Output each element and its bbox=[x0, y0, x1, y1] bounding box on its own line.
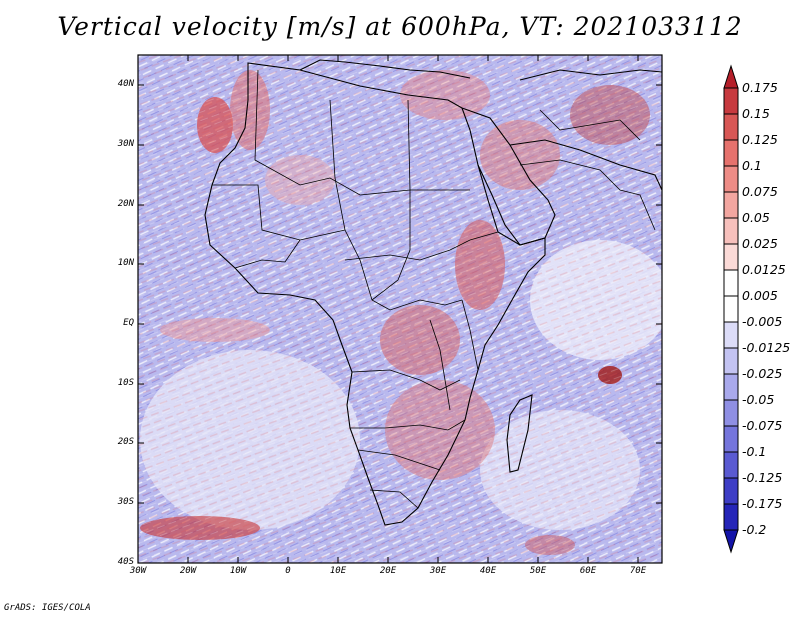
lat-tick-marks bbox=[138, 84, 662, 504]
colorbar-swatch bbox=[723, 347, 739, 375]
colorbar-label: -0.1 bbox=[742, 444, 767, 459]
colorbar-label: 0.125 bbox=[742, 132, 778, 147]
colorbar-label: -0.175 bbox=[742, 496, 783, 511]
colorbar-swatch bbox=[723, 217, 739, 245]
map-frame bbox=[137, 54, 663, 564]
colorbar-swatch bbox=[723, 243, 739, 271]
colorbar-arrow-bottom bbox=[723, 529, 739, 554]
colorbar-swatch bbox=[723, 373, 739, 401]
colorbar-swatch bbox=[723, 295, 739, 323]
colorbar-label: -0.05 bbox=[742, 392, 775, 407]
colorbar-label: 0.05 bbox=[742, 210, 770, 225]
colorbar-swatch bbox=[723, 399, 739, 427]
lat-label-40s: 40S bbox=[117, 557, 134, 567]
colorbar-label: 0.175 bbox=[742, 80, 778, 95]
colorbar bbox=[723, 64, 739, 554]
lat-label-10n: 10N bbox=[117, 258, 134, 268]
colorbar-label: -0.075 bbox=[742, 418, 783, 433]
lon-label-10e: 10E bbox=[329, 566, 347, 576]
colorbar-label: -0.0125 bbox=[742, 340, 791, 355]
figure-title: Vertical velocity [m/s] at 600hPa, VT: 2… bbox=[57, 12, 743, 41]
colorbar-label: -0.2 bbox=[742, 522, 767, 537]
lat-label-20s: 20S bbox=[117, 437, 134, 447]
colorbar-swatch bbox=[723, 425, 739, 453]
colorbar-label: -0.125 bbox=[742, 470, 783, 485]
lat-label-eq: EQ bbox=[123, 318, 134, 328]
lon-label-50e: 50E bbox=[529, 566, 547, 576]
lat-label-10s: 10S bbox=[117, 378, 134, 388]
colorbar-swatch bbox=[723, 321, 739, 349]
colorbar-label: -0.025 bbox=[742, 366, 783, 381]
lon-label-60e: 60E bbox=[579, 566, 597, 576]
colorbar-arrow-top bbox=[723, 64, 739, 89]
lat-label-20n: 20N bbox=[117, 199, 134, 209]
country-borders bbox=[212, 69, 656, 509]
lon-label-30e: 30E bbox=[429, 566, 447, 576]
lat-label-30s: 30S bbox=[117, 497, 134, 507]
colorbar-swatch bbox=[723, 269, 739, 297]
colorbar-label: 0.15 bbox=[742, 106, 770, 121]
lon-label-70e: 70E bbox=[629, 566, 647, 576]
colorbar-swatch bbox=[723, 451, 739, 479]
grads-credit: GrADS: IGES/COLA bbox=[4, 603, 91, 613]
lat-label-30n: 30N bbox=[117, 139, 134, 149]
colorbar-label: -0.005 bbox=[742, 314, 783, 329]
colorbar-swatch bbox=[723, 165, 739, 193]
colorbar-label: 0.025 bbox=[742, 236, 778, 251]
lon-label-0: 0 bbox=[285, 566, 291, 576]
colorbar-swatch bbox=[723, 191, 739, 219]
colorbar-label: 0.0125 bbox=[742, 262, 786, 277]
colorbar-swatch bbox=[723, 503, 739, 531]
velocity-field bbox=[138, 55, 662, 563]
lon-label-20w: 20W bbox=[179, 566, 197, 576]
lon-label-20e: 20E bbox=[379, 566, 397, 576]
colorbar-swatch bbox=[723, 477, 739, 505]
lat-label-40n: 40N bbox=[117, 79, 134, 89]
lon-label-10w: 10W bbox=[229, 566, 247, 576]
colorbar-label: 0.1 bbox=[742, 158, 762, 173]
colorbar-swatch bbox=[723, 113, 739, 141]
lon-label-30w: 30W bbox=[129, 566, 147, 576]
colorbar-swatch bbox=[723, 87, 739, 115]
colorbar-label: 0.005 bbox=[742, 288, 778, 303]
colorbar-label: 0.075 bbox=[742, 184, 778, 199]
lon-label-40e: 40E bbox=[479, 566, 497, 576]
colorbar-swatch bbox=[723, 139, 739, 167]
lon-tick-marks bbox=[187, 55, 639, 563]
